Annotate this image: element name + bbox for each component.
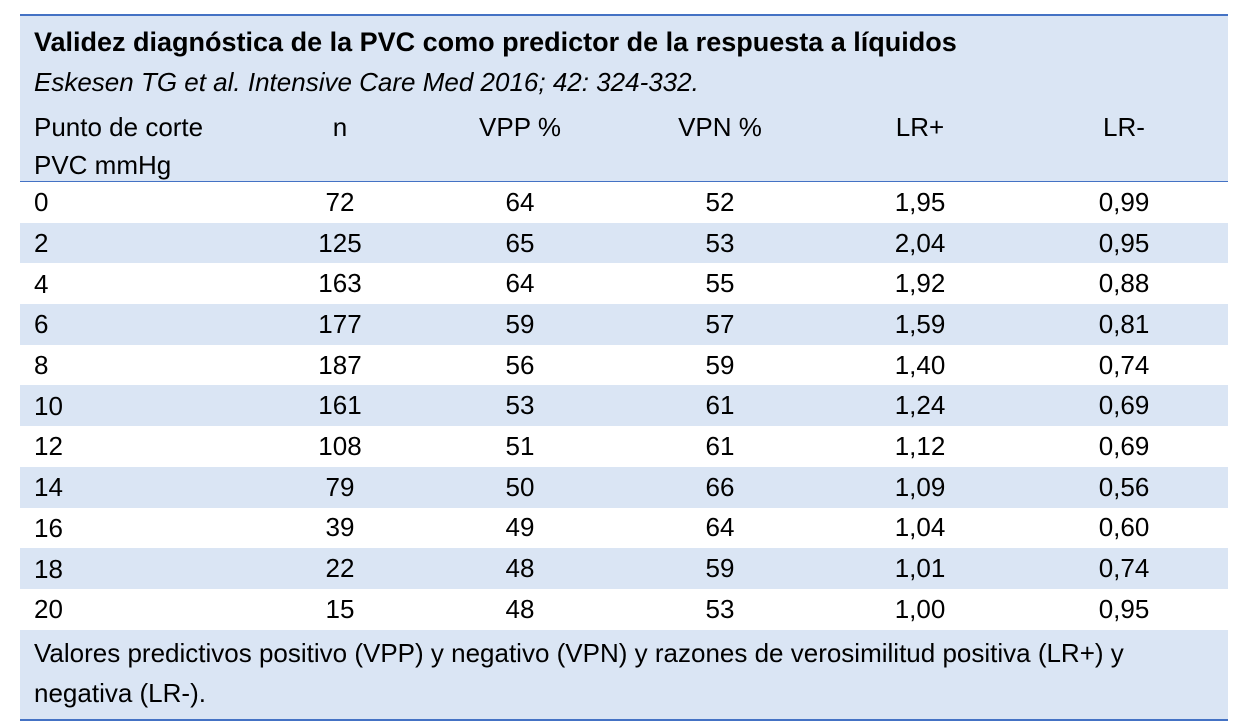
table-cell: 187 bbox=[318, 349, 362, 380]
table-cell: 14 bbox=[34, 472, 63, 503]
table-cell: 1,09 bbox=[894, 471, 946, 502]
column-header-lr-neg: LR- bbox=[1103, 112, 1145, 142]
table-cell: 51 bbox=[505, 430, 535, 461]
table-row: 20 15 48 53 1,00 0,95 bbox=[20, 588, 1228, 630]
table-cell: 56 bbox=[505, 349, 535, 380]
table-cell: 53 bbox=[705, 227, 735, 258]
table-cell: 2,04 bbox=[894, 227, 946, 258]
table-cell: 57 bbox=[705, 308, 735, 339]
table-cell: 59 bbox=[505, 308, 535, 339]
table-cell: 0,74 bbox=[1098, 349, 1150, 380]
table-cell: 108 bbox=[318, 430, 362, 461]
table-cell: 16 bbox=[34, 512, 63, 543]
table-cell: 59 bbox=[705, 349, 735, 380]
table-row: 6 177 59 57 1,59 0,81 bbox=[20, 304, 1228, 345]
table-cell: 18 bbox=[34, 553, 63, 584]
table-citation: Eskesen TG et al. Intensive Care Med 201… bbox=[34, 67, 699, 97]
table-cell: 1,12 bbox=[894, 430, 946, 461]
table-cell: 65 bbox=[505, 227, 535, 258]
table-cell: 1,04 bbox=[894, 512, 946, 543]
table-cell: 0,69 bbox=[1098, 390, 1150, 421]
table-row: 4 163 64 55 1,92 0,88 bbox=[20, 263, 1228, 305]
column-header-lr-pos: LR+ bbox=[895, 112, 945, 142]
table-cell: 1,01 bbox=[894, 553, 946, 584]
table-row: 14 79 50 66 1,09 0,56 bbox=[20, 466, 1228, 508]
column-header-vpp: VPP % bbox=[479, 112, 561, 142]
table-cell: 1,59 bbox=[894, 308, 946, 339]
table-body: 0 72 64 52 1,95 0,99 2 125 65 53 2,04 0,95 4 163 64 55 1… bbox=[20, 182, 1228, 630]
table-cell: 0,95 bbox=[1098, 227, 1150, 258]
table-cell: 79 bbox=[325, 471, 355, 502]
table-cell: 1,92 bbox=[894, 268, 946, 299]
table-row: 0 72 64 52 1,95 0,99 bbox=[20, 182, 1228, 223]
table-cell: 53 bbox=[505, 390, 535, 421]
table-cell: 4 bbox=[34, 268, 49, 299]
table-cell: 1,40 bbox=[894, 349, 946, 380]
table-cell: 61 bbox=[705, 390, 735, 421]
table-cell: 55 bbox=[705, 268, 735, 299]
table-cell: 49 bbox=[505, 512, 535, 543]
table-row: 12 108 51 61 1,12 0,69 bbox=[20, 426, 1228, 467]
table-cell: 125 bbox=[318, 227, 362, 258]
table-cell: 1,00 bbox=[894, 593, 946, 624]
table-cell: 0,69 bbox=[1098, 430, 1150, 461]
table-cell: 66 bbox=[705, 471, 735, 502]
column-header-cutoff: Punto de corte PVC mmHg bbox=[34, 112, 204, 180]
table-cell: 61 bbox=[705, 430, 735, 461]
table-cell: 53 bbox=[705, 593, 735, 624]
table-cell: 15 bbox=[325, 593, 355, 624]
table-title: Validez diagnóstica de la PVC como predi… bbox=[34, 27, 957, 57]
table-cell: 0,99 bbox=[1098, 186, 1150, 217]
table-cell: 177 bbox=[318, 308, 362, 339]
table-cell: 64 bbox=[505, 186, 535, 217]
header-row: Punto de corte PVC mmHg n VPP % VPN % LR… bbox=[20, 104, 1228, 182]
table-cell: 8 bbox=[34, 350, 49, 381]
table-row: 18 22 48 59 1,01 0,74 bbox=[20, 548, 1228, 589]
table-cell: 22 bbox=[325, 553, 355, 584]
table-row: 16 39 49 64 1,04 0,60 bbox=[20, 507, 1228, 549]
table-row: 2 125 65 53 2,04 0,95 bbox=[20, 222, 1228, 264]
table-row: 10 161 53 61 1,24 0,69 bbox=[20, 385, 1228, 427]
table-cell: 64 bbox=[705, 512, 735, 543]
table-cell: 0,74 bbox=[1098, 553, 1150, 584]
table-cell: 161 bbox=[318, 390, 362, 421]
table-cell: 0,95 bbox=[1098, 593, 1150, 624]
table-row: 8 187 56 59 1,40 0,74 bbox=[20, 344, 1228, 386]
table-cell: 12 bbox=[34, 431, 63, 462]
table-cell: 64 bbox=[505, 268, 535, 299]
table-cell: 1,24 bbox=[894, 390, 946, 421]
table-cell: 0 bbox=[34, 187, 49, 218]
table-cell: 0,88 bbox=[1098, 268, 1150, 299]
table-cell: 39 bbox=[325, 512, 355, 543]
column-header-n: n bbox=[332, 112, 348, 142]
table-cell: 10 bbox=[34, 390, 63, 421]
table-cell: 50 bbox=[505, 471, 535, 502]
table-cell: 20 bbox=[34, 594, 63, 625]
table-cell: 0,56 bbox=[1098, 471, 1150, 502]
table-caption: Validez diagnóstica de la PVC como predi… bbox=[20, 14, 1228, 104]
table-cell: 2 bbox=[34, 228, 49, 259]
table-cell: 48 bbox=[505, 593, 535, 624]
table-cell: 72 bbox=[325, 186, 355, 217]
table-cell: 1,95 bbox=[894, 186, 946, 217]
results-table: Validez diagnóstica de la PVC como predi… bbox=[20, 14, 1228, 721]
table-cell: 48 bbox=[505, 553, 535, 584]
table-cell: 0,81 bbox=[1098, 308, 1150, 339]
column-header-vpn: VPN % bbox=[678, 112, 762, 142]
table-cell: 6 bbox=[34, 309, 49, 340]
table-cell: 163 bbox=[318, 268, 362, 299]
table-cell: 0,60 bbox=[1098, 512, 1150, 543]
table-cell: 52 bbox=[705, 186, 735, 217]
table-cell: 59 bbox=[705, 553, 735, 584]
table-footnote: Valores predictivos positivo (VPP) y neg… bbox=[20, 629, 1228, 721]
